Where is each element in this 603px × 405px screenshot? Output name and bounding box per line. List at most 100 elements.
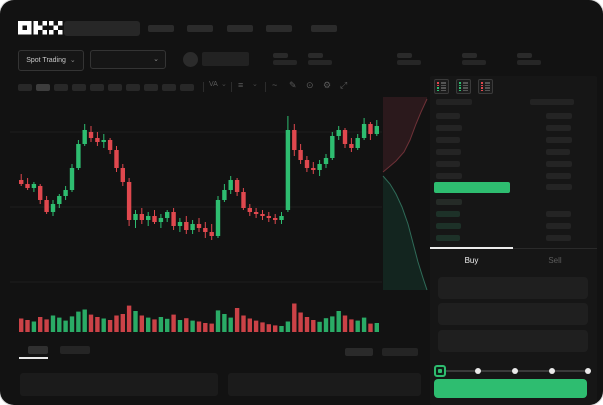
timeframe-button[interactable] [54,84,68,91]
timeframe-button[interactable] [162,84,176,91]
slider-stop-dot[interactable] [511,368,518,374]
toolbar-separator [231,82,232,92]
timeframe-button[interactable] [72,84,86,91]
market-type-dropdown[interactable]: Spot Trading ⌄ [18,50,84,71]
nav-item[interactable] [227,25,253,32]
bid-price-placeholder[interactable] [436,199,462,205]
total-input[interactable] [438,330,588,352]
active-tab-underline [19,357,48,359]
ask-amount-placeholder [546,125,571,131]
logo-pixel [42,30,47,35]
candle-body [196,224,202,228]
candle-body [374,126,379,134]
depth-asks-area [383,97,427,172]
stat-value-placeholder [308,60,332,65]
nav-item[interactable] [148,25,174,32]
volume-bar [38,317,43,332]
chart-legend-bar[interactable] [345,348,373,356]
slider-stop-dot[interactable] [548,368,555,374]
sell-tab[interactable]: Sell [548,256,562,265]
price-input[interactable] [438,277,588,299]
chart-type-icon[interactable]: VA [209,81,218,88]
book-bids-only-icon[interactable] [456,79,471,94]
volume-bar [368,323,373,332]
settings-icon[interactable]: ⚙ [323,80,332,90]
bottom-tab[interactable] [60,346,90,354]
ask-price-placeholder[interactable] [436,149,461,155]
icon-cell [485,84,490,87]
candle-body [146,216,151,220]
last-price-placeholder [202,52,249,66]
logo-pixel [27,30,32,35]
ask-price-placeholder[interactable] [436,173,462,179]
candle-body [298,150,303,160]
volume-bar [260,322,265,332]
indicators-icon[interactable]: ≡ [238,80,244,90]
icon-cell [463,89,468,92]
volume-bar [63,320,68,332]
amount-input[interactable] [438,303,588,325]
ask-price-placeholder[interactable] [436,113,460,119]
candlestick-chart[interactable] [10,96,382,346]
slider-stop-dot[interactable] [474,368,481,374]
chart-legend-bar[interactable] [382,348,418,356]
icon-cell [481,84,483,87]
last-price-amount-placeholder [546,184,572,190]
stat-label-placeholder [462,53,477,58]
bid-price-placeholder[interactable] [436,223,461,229]
volume-bar [253,320,259,332]
volume-bar [126,305,132,332]
bid-amount-placeholder [546,223,571,229]
search-input[interactable] [64,21,140,36]
timeframe-button[interactable] [36,84,50,91]
timeframe-button[interactable] [90,84,104,91]
market-type-label: Spot Trading [26,57,66,64]
last-price-bar[interactable] [434,182,510,193]
chevron-down-icon: ⌄ [221,81,227,88]
chevron-down-icon: ⌄ [252,81,258,88]
ask-price-placeholder[interactable] [436,137,460,143]
screenshot-icon[interactable]: ⊙ [306,80,314,90]
volume-bar [292,303,297,332]
ask-amount-placeholder [546,137,572,143]
pair-dropdown[interactable]: ⌄ [90,50,166,69]
logo-pixel [22,30,27,35]
timeframe-button[interactable] [180,84,194,91]
timeframe-button[interactable] [126,84,140,91]
bid-price-placeholder[interactable] [436,211,460,217]
book-asks-only-icon[interactable] [478,79,493,94]
nav-item[interactable] [187,25,213,32]
buy-tab[interactable]: Buy [464,256,479,265]
candle-body [273,218,278,220]
icon-cell [463,82,468,84]
buy-button[interactable] [434,379,587,398]
depth-chart [382,97,428,291]
logo-pixel [33,21,38,26]
ask-price-placeholder[interactable] [436,125,462,131]
logo-pixel [42,21,47,26]
line-tool-icon[interactable]: ~ [272,80,278,90]
icon-cell [459,87,461,89]
logo-pixel [18,25,23,30]
slider-stop-dot[interactable] [585,368,591,374]
timeframe-button[interactable] [144,84,158,91]
candle-body [44,200,49,212]
bottom-tab-active[interactable] [28,346,48,354]
percent-slider-handle[interactable] [434,365,446,377]
nav-item[interactable] [266,25,292,32]
book-both-icon[interactable] [434,79,449,94]
timeframe-button[interactable] [108,84,122,91]
draw-tool-icon[interactable]: ✎ [289,80,297,90]
fullscreen-icon[interactable]: ⤢ [340,80,348,90]
icon-cell [459,82,461,84]
nav-item[interactable] [311,25,337,32]
volume-bar [279,326,284,332]
logo-pixel [22,21,27,26]
bid-price-placeholder[interactable] [436,235,460,241]
timeframe-button[interactable] [18,84,32,91]
stat-value-placeholder [273,60,297,65]
volume-bar [222,314,227,332]
ask-price-placeholder[interactable] [436,161,460,167]
candle-body [228,180,233,190]
icon-cell [441,87,446,89]
